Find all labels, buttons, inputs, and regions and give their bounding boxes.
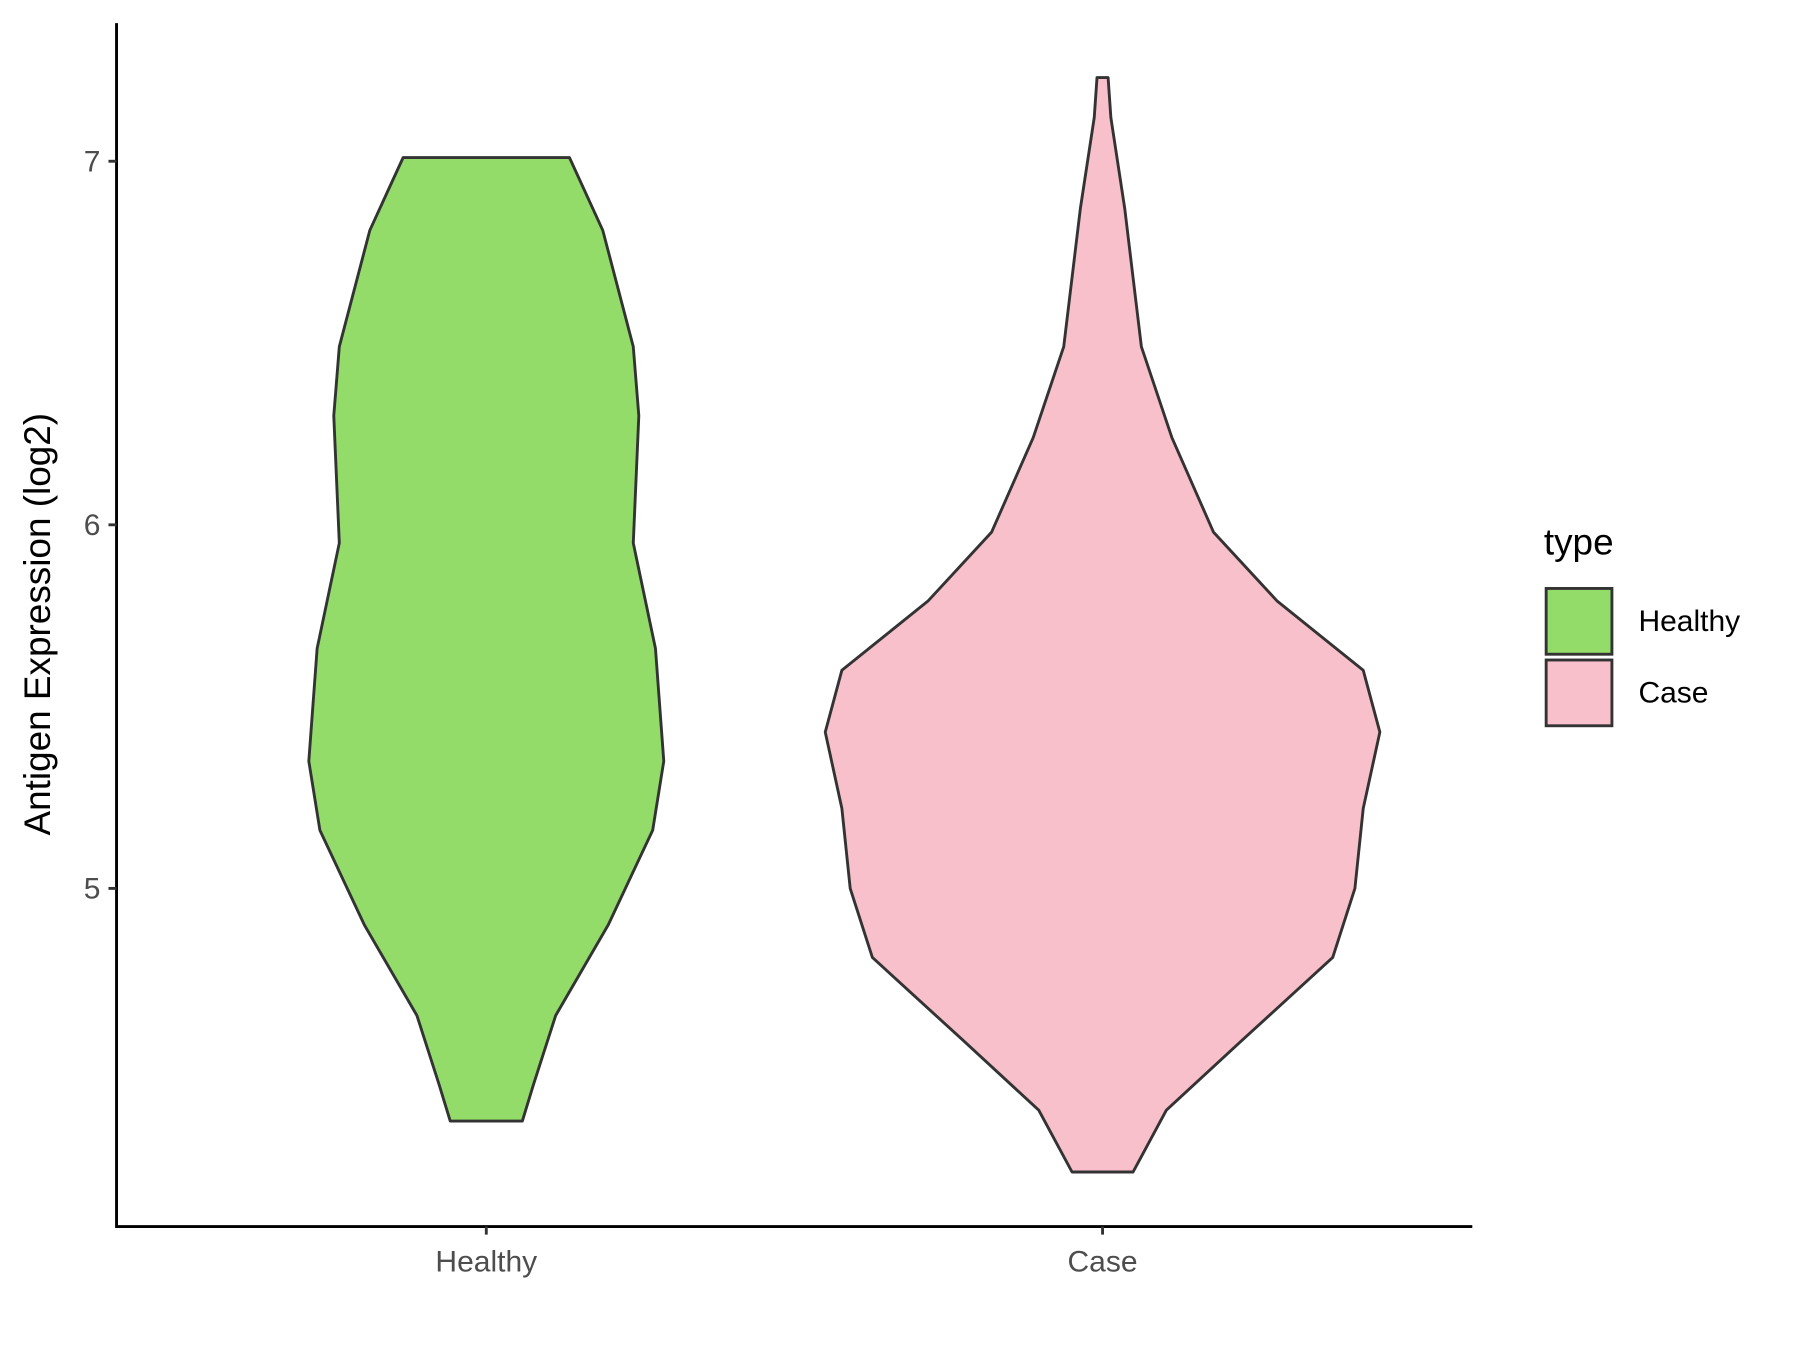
y-tick-label: 5 — [84, 873, 101, 906]
violin — [823, 76, 1382, 1174]
legend-title: type — [1544, 521, 1614, 562]
y-axis-title: Antigen Expression (log2) — [17, 413, 58, 836]
legend-label: Healthy — [1638, 605, 1740, 638]
legend-key — [1544, 658, 1614, 728]
legend-key — [1544, 587, 1614, 656]
legend-label: Case — [1638, 677, 1708, 710]
violin — [307, 156, 666, 1123]
x-tick-label: Case — [1068, 1245, 1138, 1278]
y-tick-label: 7 — [84, 145, 101, 178]
y-tick-label: 6 — [84, 509, 101, 542]
x-tick-label: Healthy — [435, 1245, 537, 1278]
